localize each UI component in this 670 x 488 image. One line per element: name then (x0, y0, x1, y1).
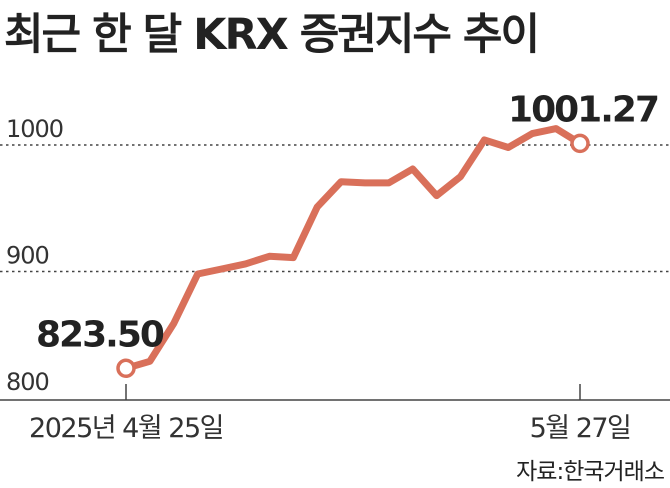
series-layer (122, 125, 584, 372)
x-tick-label-0: 2025년 4월 25일 (29, 413, 223, 444)
y-tick-label-800: 800 (6, 368, 49, 396)
data-point-marker-0 (116, 358, 136, 379)
data-label-1: 1001.27 (508, 89, 658, 130)
data-label-0: 823.50 (36, 314, 164, 355)
data-point-marker-1 (570, 133, 590, 154)
x-axis-ticks: 2025년 4월 25일 5월 27일 (29, 384, 632, 444)
annotation-layer: 823.50 1001.27 (36, 89, 660, 379)
x-tick-label-1: 5월 27일 (530, 413, 631, 444)
grid-layer (0, 144, 670, 273)
y-axis-ticks: 1000 900 800 (6, 115, 64, 396)
series-line (122, 125, 584, 372)
y-tick-label-1000: 1000 (6, 115, 63, 143)
y-tick-label-900: 900 (6, 242, 49, 270)
source-note: 자료:한국거래소 (516, 459, 665, 485)
chart-title: 최근 한 달 KRX 증권지수 추이 (4, 10, 540, 60)
